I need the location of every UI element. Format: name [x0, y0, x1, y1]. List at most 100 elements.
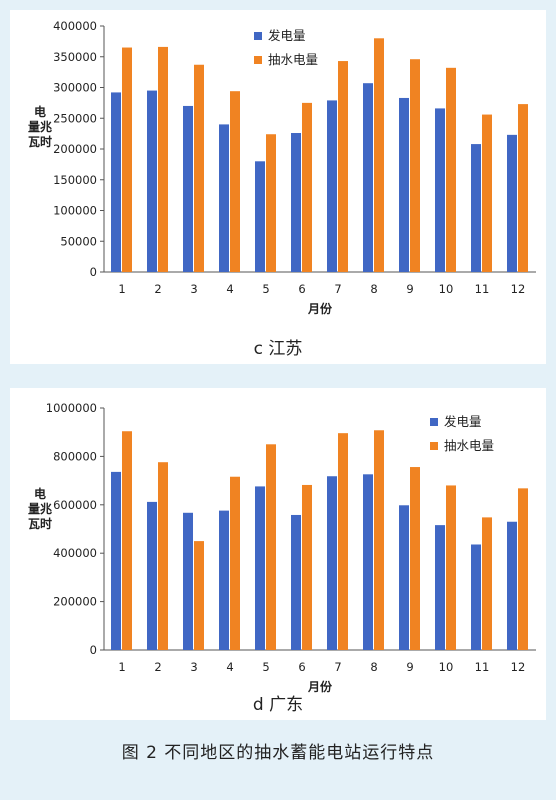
bar-jiangsu-generation [471, 144, 481, 272]
y-tick-label-guangdong: 800000 [53, 449, 97, 463]
bar-guangdong-pumping [482, 517, 492, 650]
legend-label-jiangsu-generation: 发电量 [268, 28, 306, 43]
bar-jiangsu-pumping [374, 38, 384, 272]
bar-guangdong-generation [219, 510, 229, 650]
y-tick-label-jiangsu: 150000 [53, 173, 97, 187]
y-tick-label-guangdong: 400000 [53, 546, 97, 560]
legend-label-jiangsu-pumping: 抽水电量 [268, 52, 318, 67]
bar-jiangsu-generation [183, 105, 193, 272]
x-tick-label-guangdong: 7 [334, 660, 341, 674]
bar-guangdong-pumping [122, 431, 132, 650]
bar-jiangsu-pumping [338, 61, 348, 273]
bar-guangdong-generation [471, 544, 481, 650]
bar-guangdong-pumping [446, 485, 456, 650]
legend-swatch-guangdong-pumping [430, 442, 438, 450]
chart-title-jiangsu: c 江苏 [253, 339, 303, 359]
bar-guangdong-pumping [410, 467, 420, 650]
bar-jiangsu-pumping [230, 91, 240, 272]
bar-jiangsu-generation [507, 134, 517, 272]
x-tick-label-jiangsu: 12 [511, 282, 526, 296]
x-tick-label-jiangsu: 3 [190, 282, 197, 296]
bar-jiangsu-pumping [302, 102, 312, 272]
bar-guangdong-generation [147, 501, 157, 650]
x-tick-label-guangdong: 11 [475, 660, 490, 674]
legend-label-guangdong-pumping: 抽水电量 [444, 438, 494, 453]
bar-guangdong-generation [363, 474, 373, 650]
bar-guangdong-generation [435, 525, 445, 650]
x-tick-label-jiangsu: 1 [118, 282, 125, 296]
bar-jiangsu-generation [147, 90, 157, 272]
x-tick-label-guangdong: 12 [511, 660, 526, 674]
bar-guangdong-pumping [374, 430, 384, 650]
x-tick-label-jiangsu: 10 [439, 282, 454, 296]
x-tick-label-guangdong: 10 [439, 660, 454, 674]
x-tick-label-jiangsu: 6 [298, 282, 305, 296]
x-tick-label-jiangsu: 5 [262, 282, 269, 296]
bar-jiangsu-pumping [158, 46, 168, 272]
bar-guangdong-pumping [518, 488, 528, 650]
bar-guangdong-generation [399, 505, 409, 650]
bar-guangdong-pumping [338, 433, 348, 650]
y-tick-label-jiangsu: 200000 [53, 142, 97, 156]
x-axis-title-jiangsu: 月份 [307, 301, 333, 316]
bar-guangdong-generation [291, 514, 301, 650]
bar-jiangsu-pumping [266, 134, 276, 272]
chart-title-guangdong: d 广东 [252, 695, 304, 715]
bar-jiangsu-generation [111, 92, 121, 272]
y-tick-label-jiangsu: 300000 [53, 81, 97, 95]
x-tick-label-guangdong: 1 [118, 660, 125, 674]
bar-jiangsu-pumping [122, 47, 132, 273]
bar-guangdong-generation [507, 521, 517, 650]
legend-swatch-guangdong-generation [430, 418, 438, 426]
y-tick-label-guangdong: 0 [90, 643, 97, 657]
bar-jiangsu-generation [363, 83, 373, 272]
x-tick-label-jiangsu: 4 [226, 282, 233, 296]
x-tick-label-guangdong: 5 [262, 660, 269, 674]
bar-jiangsu-pumping [482, 114, 492, 272]
chart-panel-jiangsu: 0 50000 100000 150000 200000 250000 300000 3500… [10, 10, 546, 364]
x-tick-label-guangdong: 3 [190, 660, 197, 674]
y-tick-label-jiangsu: 0 [90, 265, 97, 279]
x-tick-label-jiangsu: 11 [475, 282, 490, 296]
y-axis-title-guangdong: 电量兆瓦时 [28, 486, 52, 531]
x-tick-label-jiangsu: 9 [406, 282, 413, 296]
bar-guangdong-generation [183, 512, 193, 650]
y-tick-label-jiangsu: 250000 [53, 111, 97, 125]
bar-jiangsu-generation [219, 124, 229, 273]
bar-jiangsu-generation [399, 97, 409, 272]
bar-jiangsu-generation [291, 133, 301, 272]
bar-guangdong-pumping [230, 476, 240, 650]
chart-panel-guangdong: 0 200000 400000 600000 800000 1000000 1 2 3 4 5 6 7 8… [10, 388, 546, 720]
x-tick-label-guangdong: 9 [406, 660, 413, 674]
bar-jiangsu-generation [327, 100, 337, 272]
x-tick-label-jiangsu: 7 [334, 282, 341, 296]
bar-chart-jiangsu: 0 50000 100000 150000 200000 250000 300000 3500… [28, 19, 536, 316]
x-tick-label-jiangsu: 8 [370, 282, 377, 296]
x-tick-label-guangdong: 6 [298, 660, 305, 674]
figure-caption: 图 2 不同地区的抽水蓄能电站运行特点 [121, 743, 435, 763]
bar-guangdong-generation [111, 471, 121, 650]
y-tick-label-jiangsu: 100000 [53, 204, 97, 218]
x-tick-label-guangdong: 2 [154, 660, 161, 674]
x-tick-label-guangdong: 4 [226, 660, 233, 674]
x-tick-label-jiangsu: 2 [154, 282, 161, 296]
legend-label-guangdong-generation: 发电量 [444, 414, 482, 429]
bar-jiangsu-pumping [194, 64, 204, 272]
x-tick-label-guangdong: 8 [370, 660, 377, 674]
bar-jiangsu-pumping [410, 59, 420, 273]
y-axis-title-jiangsu: 电量兆瓦时 [28, 104, 52, 149]
y-tick-label-jiangsu: 400000 [53, 19, 97, 33]
y-tick-label-guangdong: 600000 [53, 498, 97, 512]
legend-swatch-jiangsu-generation [254, 32, 262, 40]
bar-guangdong-pumping [158, 462, 168, 650]
legend-swatch-jiangsu-pumping [254, 56, 262, 64]
bar-guangdong-pumping [302, 484, 312, 650]
bar-guangdong-generation [327, 476, 337, 650]
bar-jiangsu-pumping [446, 67, 456, 272]
bar-guangdong-pumping [194, 541, 204, 650]
bar-jiangsu-pumping [518, 104, 528, 272]
bar-jiangsu-generation [435, 108, 445, 272]
bar-guangdong-pumping [266, 444, 276, 650]
y-tick-label-guangdong: 1000000 [46, 401, 97, 415]
